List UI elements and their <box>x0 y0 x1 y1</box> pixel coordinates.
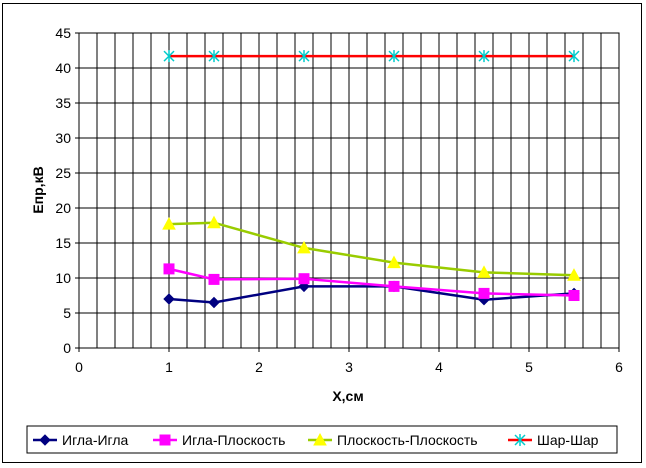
series-line <box>168 285 575 304</box>
data-point <box>388 50 400 63</box>
y-tick-label: 15 <box>55 235 71 251</box>
data-point <box>163 263 175 275</box>
series-2 <box>163 263 580 301</box>
data-point <box>313 432 327 446</box>
series-4 <box>163 50 580 63</box>
legend-label: Шар-Шар <box>537 432 599 448</box>
data-point <box>387 255 401 269</box>
data-point <box>478 50 490 63</box>
x-tick-label: 4 <box>435 359 443 375</box>
data-point <box>208 50 220 63</box>
x-tick-label: 2 <box>255 359 263 375</box>
x-tick-label: 0 <box>75 359 83 375</box>
series-line <box>168 267 575 297</box>
x-tick-label: 1 <box>165 359 173 375</box>
data-point <box>297 240 311 254</box>
legend-label: Игла-Плоскость <box>182 432 285 448</box>
legend: Игла-Игла Игла-Плоскость Плоскость-Плоскос… <box>26 425 618 454</box>
grid <box>79 32 619 348</box>
y-tick-label: 35 <box>55 95 71 111</box>
data-point <box>388 280 400 292</box>
x-tick-label: 6 <box>615 359 623 375</box>
data-point <box>207 215 221 229</box>
data-point <box>39 434 51 446</box>
data-point <box>298 273 310 285</box>
y-axis-title: Епр,кВ <box>30 166 46 213</box>
y-tick-label: 5 <box>63 305 71 321</box>
y-tick-label: 25 <box>55 165 71 181</box>
data-point <box>163 50 175 63</box>
y-tick-label: 45 <box>55 25 71 41</box>
x-axis-title: X,см <box>332 388 363 404</box>
y-tick-label: 0 <box>63 340 71 356</box>
data-point <box>208 273 220 285</box>
data-point <box>567 268 581 281</box>
data-point <box>208 296 220 309</box>
x-tick-labels: 0 1 2 3 4 5 6 <box>75 359 623 375</box>
legend-item: Плоскость-Плоскость <box>308 432 478 448</box>
data-point <box>163 293 175 305</box>
y-tick-label: 20 <box>55 200 71 216</box>
legend-label: Плоскость-Плоскость <box>337 432 478 448</box>
data-point <box>568 290 580 301</box>
axes <box>75 32 620 352</box>
data-point <box>477 265 491 278</box>
legend-item: Шар-Шар <box>508 432 599 448</box>
series-line <box>168 221 575 277</box>
legend-label: Игла-Игла <box>62 432 129 448</box>
x-tick-label: 5 <box>525 359 533 375</box>
x-tick-label: 3 <box>345 359 353 375</box>
data-point <box>159 434 171 446</box>
y-tick-label: 30 <box>55 130 71 146</box>
legend-item: Игла-Игла <box>33 432 129 448</box>
data-point <box>568 50 580 63</box>
series-1 <box>163 280 580 309</box>
data-point <box>298 50 310 63</box>
legend-item: Игла-Плоскость <box>153 432 285 448</box>
y-tick-label: 10 <box>55 270 71 286</box>
series-3 <box>162 215 581 281</box>
data-point <box>514 434 526 446</box>
y-tick-label: 40 <box>55 60 71 76</box>
series <box>162 50 581 309</box>
data-point <box>478 287 490 299</box>
data-point <box>162 217 176 230</box>
y-tick-labels: 0 5 10 15 20 25 30 35 40 45 <box>55 25 71 356</box>
